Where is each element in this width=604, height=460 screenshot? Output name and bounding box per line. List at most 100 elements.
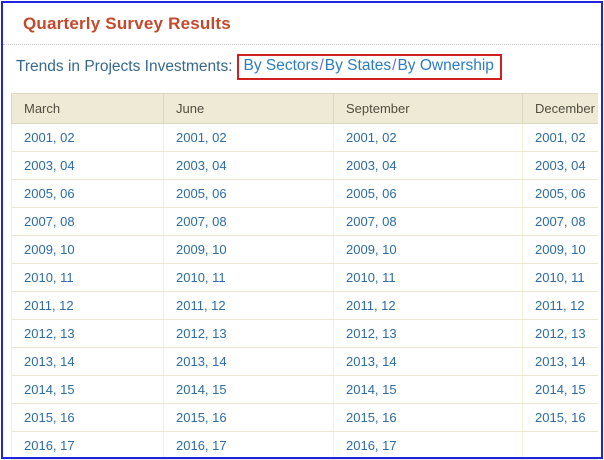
year-link[interactable]: 2003, 04 — [176, 158, 227, 173]
year-link[interactable]: 2001, 02 — [24, 130, 75, 145]
year-cell: 2012, 13 — [163, 319, 334, 348]
year-cell: 2016, 17 — [333, 431, 523, 460]
year-link[interactable]: 2012, 13 — [176, 326, 227, 341]
year-link[interactable]: 2016, 17 — [346, 438, 397, 453]
year-cell: 2014, 15 — [333, 375, 523, 404]
year-link[interactable]: 2007, 08 — [24, 214, 75, 229]
year-link[interactable]: 2014, 15 — [346, 382, 397, 397]
year-cell: 2007, 08 — [11, 207, 164, 236]
year-link[interactable]: 2010, 11 — [24, 270, 74, 285]
table-row: 2001, 02 2001, 02 2001, 02 2001, 02 — [11, 123, 598, 152]
year-link[interactable]: 2014, 15 — [535, 382, 586, 397]
year-link[interactable]: 2011, 12 — [346, 298, 396, 313]
year-cell: 2003, 04 — [522, 151, 598, 180]
year-link[interactable]: 2009, 10 — [535, 242, 586, 257]
year-cell: 2013, 14 — [163, 347, 334, 376]
year-link[interactable]: 2014, 15 — [24, 382, 75, 397]
year-link[interactable]: 2015, 16 — [535, 410, 586, 425]
year-cell: 2001, 02 — [163, 123, 334, 152]
page-content: Quarterly Survey Results Trends in Proje… — [3, 3, 601, 460]
year-link[interactable]: 2003, 04 — [24, 158, 75, 173]
table-header-row: March June September December — [11, 93, 598, 124]
trends-label: Trends in Projects Investments: — [16, 58, 233, 75]
year-link[interactable]: 2016, 17 — [176, 438, 227, 453]
year-cell: 2009, 10 — [333, 235, 523, 264]
year-cell: 2007, 08 — [522, 207, 598, 236]
year-cell: 2015, 16 — [522, 403, 598, 432]
year-link[interactable]: 2015, 16 — [346, 410, 397, 425]
column-header-june: June — [163, 93, 334, 124]
by-states-link[interactable]: By States — [324, 57, 392, 74]
year-link[interactable]: 2003, 04 — [346, 158, 397, 173]
year-cell: 2015, 16 — [333, 403, 523, 432]
year-link[interactable]: 2011, 12 — [535, 298, 585, 313]
year-cell: 2014, 15 — [522, 375, 598, 404]
table-row: 2005, 06 2005, 06 2005, 06 2005, 06 — [11, 179, 598, 208]
by-sectors-link[interactable]: By Sectors — [243, 57, 319, 74]
year-link[interactable]: 2015, 16 — [176, 410, 227, 425]
link-separator: / — [319, 57, 324, 74]
year-cell: 2007, 08 — [333, 207, 523, 236]
year-link[interactable]: 2015, 16 — [24, 410, 75, 425]
year-link[interactable]: 2012, 13 — [346, 326, 397, 341]
year-link[interactable]: 2011, 12 — [24, 298, 74, 313]
year-link[interactable]: 2013, 14 — [346, 354, 397, 369]
column-header-march: March — [11, 93, 164, 124]
year-link[interactable]: 2016, 17 — [24, 438, 75, 453]
year-link[interactable]: 2007, 08 — [176, 214, 227, 229]
year-link[interactable]: 2001, 02 — [176, 130, 227, 145]
year-link[interactable]: 2012, 13 — [535, 326, 586, 341]
year-cell: 2014, 15 — [163, 375, 334, 404]
year-link[interactable]: 2005, 06 — [535, 186, 586, 201]
year-cell: 2013, 14 — [11, 347, 164, 376]
year-cell: 2003, 04 — [11, 151, 164, 180]
year-link[interactable]: 2003, 04 — [535, 158, 586, 173]
year-link[interactable]: 2009, 10 — [346, 242, 397, 257]
year-cell: 2010, 11 — [163, 263, 334, 292]
highlight-box: By Sectors / By States / By Ownership — [236, 54, 502, 80]
year-link[interactable]: 2014, 15 — [176, 382, 227, 397]
year-link[interactable]: 2010, 11 — [346, 270, 396, 285]
year-cell: 2009, 10 — [522, 235, 598, 264]
year-link[interactable]: 2010, 11 — [535, 270, 585, 285]
year-cell: 2015, 16 — [163, 403, 334, 432]
year-link[interactable]: 2013, 14 — [24, 354, 75, 369]
year-link[interactable]: 2009, 10 — [24, 242, 75, 257]
year-link[interactable]: 2009, 10 — [176, 242, 227, 257]
year-cell: 2013, 14 — [333, 347, 523, 376]
link-separator: / — [392, 57, 397, 74]
year-link[interactable]: 2007, 08 — [346, 214, 397, 229]
year-cell: 2015, 16 — [11, 403, 164, 432]
column-header-september: September — [333, 93, 523, 124]
by-ownership-link[interactable]: By Ownership — [397, 57, 494, 74]
year-cell: 2011, 12 — [163, 291, 334, 320]
year-link[interactable]: 2011, 12 — [176, 298, 226, 313]
year-cell — [522, 431, 598, 460]
year-cell: 2003, 04 — [163, 151, 334, 180]
table-row: 2016, 17 2016, 17 2016, 17 — [11, 431, 598, 460]
table-row: 2003, 04 2003, 04 2003, 04 2003, 04 — [11, 151, 598, 180]
year-link[interactable]: 2001, 02 — [346, 130, 397, 145]
dotted-divider — [3, 44, 601, 45]
year-cell: 2010, 11 — [333, 263, 523, 292]
year-link[interactable]: 2012, 13 — [24, 326, 75, 341]
year-cell: 2005, 06 — [333, 179, 523, 208]
year-link[interactable]: 2010, 11 — [176, 270, 226, 285]
year-cell: 2011, 12 — [522, 291, 598, 320]
year-link[interactable]: 2013, 14 — [176, 354, 227, 369]
year-link[interactable]: 2005, 06 — [24, 186, 75, 201]
year-cell: 2005, 06 — [11, 179, 164, 208]
year-link[interactable]: 2001, 02 — [535, 130, 586, 145]
table-row: 2007, 08 2007, 08 2007, 08 2007, 08 — [11, 207, 598, 236]
year-cell: 2012, 13 — [522, 319, 598, 348]
table-row: 2009, 10 2009, 10 2009, 10 2009, 10 — [11, 235, 598, 264]
year-cell: 2012, 13 — [11, 319, 164, 348]
year-link[interactable]: 2005, 06 — [346, 186, 397, 201]
table-row: 2015, 16 2015, 16 2015, 16 2015, 16 — [11, 403, 598, 432]
year-cell: 2001, 02 — [11, 123, 164, 152]
table-row: 2010, 11 2010, 11 2010, 11 2010, 11 — [11, 263, 598, 292]
year-link[interactable]: 2013, 14 — [535, 354, 586, 369]
year-link[interactable]: 2007, 08 — [535, 214, 586, 229]
year-link[interactable]: 2005, 06 — [176, 186, 227, 201]
table-row: 2014, 15 2014, 15 2014, 15 2014, 15 — [11, 375, 598, 404]
